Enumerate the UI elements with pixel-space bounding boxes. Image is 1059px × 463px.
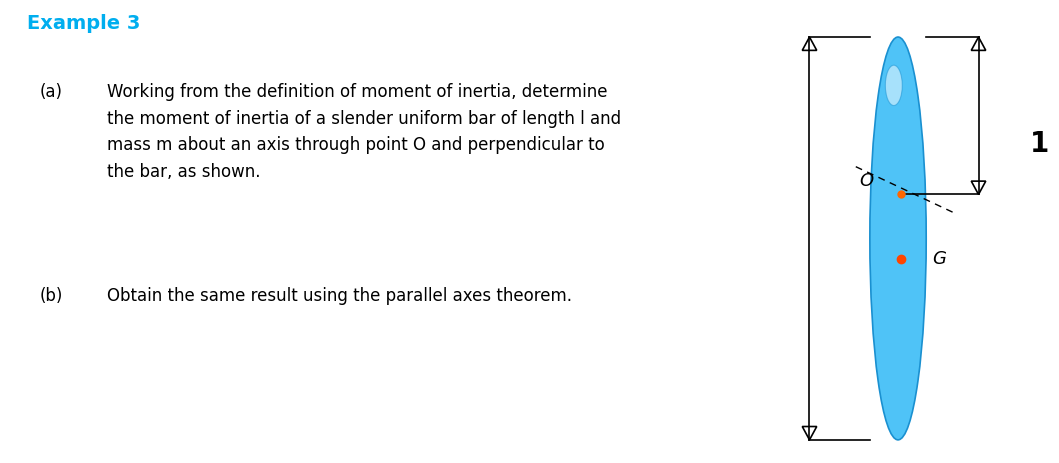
Ellipse shape xyxy=(885,65,902,106)
Text: Working from the definition of moment of inertia, determine
the moment of inerti: Working from the definition of moment of… xyxy=(107,83,621,181)
Ellipse shape xyxy=(869,37,927,440)
Text: Obtain the same result using the parallel axes theorem.: Obtain the same result using the paralle… xyxy=(107,287,572,305)
Text: $\mathbf{1}$: $\mathbf{1}$ xyxy=(1029,130,1048,157)
Text: $O$: $O$ xyxy=(859,172,875,190)
Text: $G$: $G$ xyxy=(932,250,947,268)
Text: Example 3: Example 3 xyxy=(26,14,140,33)
Text: (a): (a) xyxy=(40,83,64,101)
Text: (b): (b) xyxy=(40,287,64,305)
